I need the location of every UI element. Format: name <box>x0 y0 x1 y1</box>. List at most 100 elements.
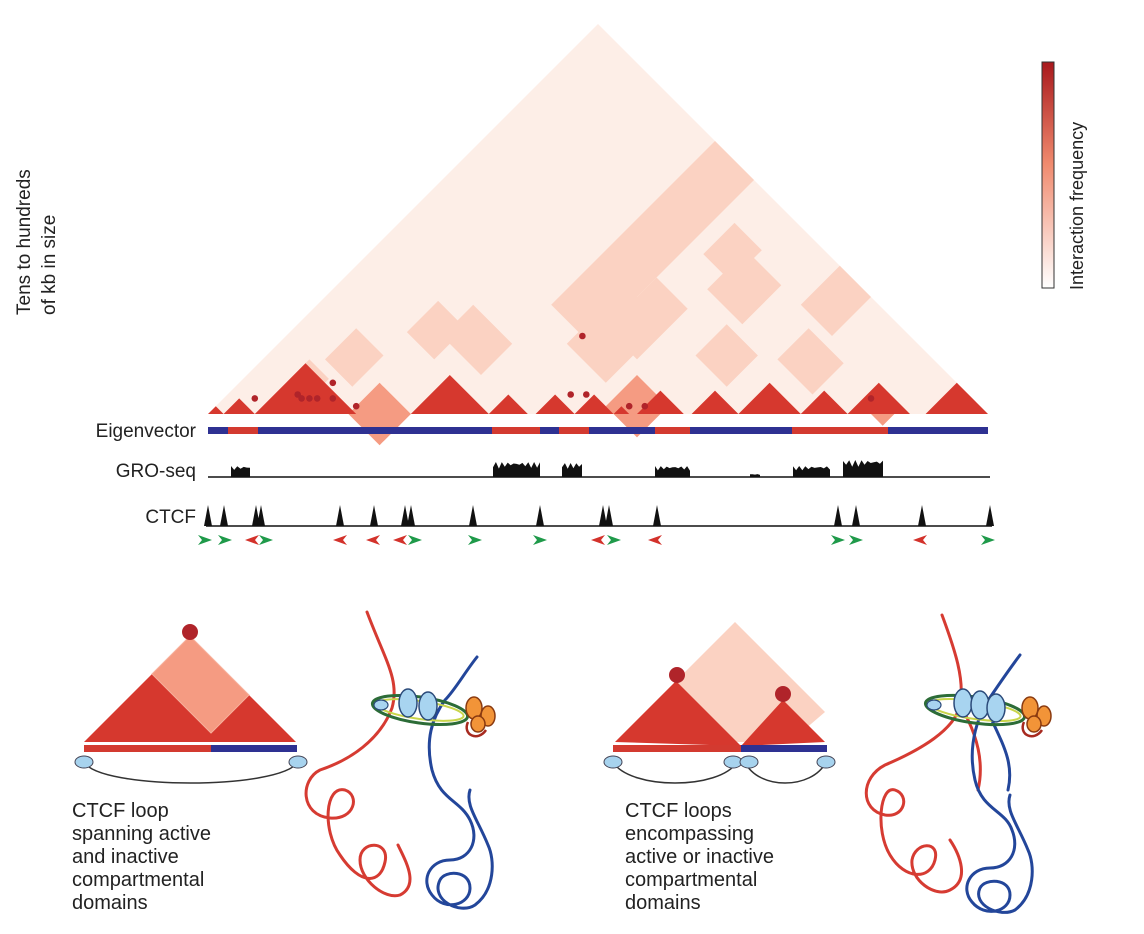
forward-motif-arrow <box>408 535 422 545</box>
caption-line: and inactive <box>72 846 179 868</box>
ctcf-peak <box>220 505 228 526</box>
loop-dot <box>329 395 337 402</box>
ctcf-peak <box>852 505 860 526</box>
ctcf-protein <box>723 755 743 769</box>
ctcf-peak <box>407 505 415 526</box>
gro-seq-track <box>208 460 990 478</box>
caption-line: domains <box>72 892 148 914</box>
ctcf-peak <box>257 505 265 526</box>
caption-line: active or inactive <box>625 846 774 868</box>
loop-dot <box>182 624 198 640</box>
contact-map-block <box>777 328 844 395</box>
ctcf-peak <box>536 505 544 526</box>
ctcf-peak <box>370 505 378 526</box>
caption-line: CTCF loops <box>625 800 732 822</box>
ctcf-peak <box>986 505 994 526</box>
loop-dot <box>313 395 321 402</box>
active-compartment-bar <box>613 745 741 752</box>
gro-seq-signal <box>655 466 690 477</box>
active-chromatin-fiber <box>864 613 964 894</box>
gro-seq-signal <box>562 463 582 477</box>
forward-motif-arrow <box>218 535 232 545</box>
active-compartment-segment <box>792 427 888 434</box>
inactive-compartment-bar <box>741 745 827 752</box>
active-compartment-segment <box>655 427 690 434</box>
ctcf-protein <box>970 690 990 720</box>
loop-dot <box>867 395 875 402</box>
contact-map-tad <box>691 390 739 414</box>
reverse-motif-arrow <box>333 535 347 545</box>
left-chromatin-loop-illustration <box>304 610 494 910</box>
reverse-motif-arrow <box>393 535 407 545</box>
forward-motif-arrow <box>831 535 845 545</box>
contact-map-tad <box>254 363 357 414</box>
contact-map-tad <box>925 382 988 414</box>
gro-seq-signal <box>231 466 250 477</box>
ctcf-peak <box>401 505 409 526</box>
contact-map-background <box>208 24 988 414</box>
inactive-compartment-segment <box>258 427 492 434</box>
ctcf-protein <box>288 755 308 769</box>
inactive-compartment-bar <box>211 745 297 752</box>
gro-seq-signal <box>493 462 540 477</box>
loop-dot <box>306 395 313 402</box>
loop-dot <box>251 395 259 402</box>
contact-map-loop-dots <box>251 332 875 410</box>
ctcf-peak <box>605 505 613 526</box>
gro-seq-signal <box>843 460 883 477</box>
ctcf-loop-arc <box>744 761 827 784</box>
contact-map-tad <box>410 375 489 414</box>
active-chromatin-fiber <box>304 610 412 898</box>
contact-map-tad <box>535 394 575 414</box>
contact-map-block <box>707 250 782 325</box>
eigenvector-track <box>208 427 988 434</box>
forward-motif-arrow <box>198 535 212 545</box>
right-schematic-map <box>603 622 836 784</box>
loop-dot <box>298 395 305 402</box>
contact-map-tad <box>488 394 528 414</box>
forward-motif-arrow <box>607 535 621 545</box>
inactive-compartment-segment <box>208 427 228 434</box>
ctcf-peak <box>469 505 477 526</box>
ctcf-protein <box>418 691 438 721</box>
reverse-motif-arrow <box>913 535 927 545</box>
size-scale-label-line2: of kb in size <box>39 215 60 315</box>
ctcf-motif-orientations <box>198 535 995 545</box>
size-scale-label-line1: Tens to hundreds <box>14 169 35 315</box>
reverse-motif-arrow <box>591 535 605 545</box>
contact-map-triangle <box>208 24 988 446</box>
ctcf-protein <box>986 693 1006 723</box>
interaction-frequency-label: Interaction frequency <box>1067 122 1087 290</box>
right-chromatin-loop-illustration <box>864 613 1034 914</box>
inactive-chromatin-fiber <box>965 653 1034 914</box>
caption-line: domains <box>625 892 701 914</box>
caption-line: spanning active <box>72 823 211 845</box>
reverse-motif-arrow <box>366 535 380 545</box>
left-schematic-map <box>74 624 308 784</box>
ctcf-track-label: CTCF <box>145 507 196 528</box>
ctcf-protein <box>953 688 973 718</box>
loop-dot <box>329 379 337 387</box>
loop-dot <box>583 391 590 398</box>
contact-map-block <box>406 300 466 360</box>
reverse-motif-arrow <box>245 535 259 545</box>
interaction-frequency-scale-bar <box>1041 61 1055 289</box>
forward-motif-arrow <box>468 535 482 545</box>
contact-map-tad <box>800 390 848 414</box>
ctcf-protein <box>739 755 759 769</box>
contact-map-block <box>551 141 754 344</box>
ctcf-peak <box>336 505 344 526</box>
contact-map-block <box>605 277 688 360</box>
inactive-chromatin-fiber <box>425 655 494 910</box>
inactive-compartment-segment <box>540 427 559 434</box>
cohesin-complex-right <box>926 688 1052 738</box>
reverse-motif-arrow <box>648 535 662 545</box>
inactive-compartment-segment <box>888 427 988 434</box>
contact-map-domain <box>605 375 669 438</box>
contact-map-tad <box>613 406 630 414</box>
caption-line: compartmental <box>625 869 757 891</box>
contact-map-block <box>703 222 762 282</box>
eigenvector-track-label: Eigenvector <box>96 421 197 442</box>
